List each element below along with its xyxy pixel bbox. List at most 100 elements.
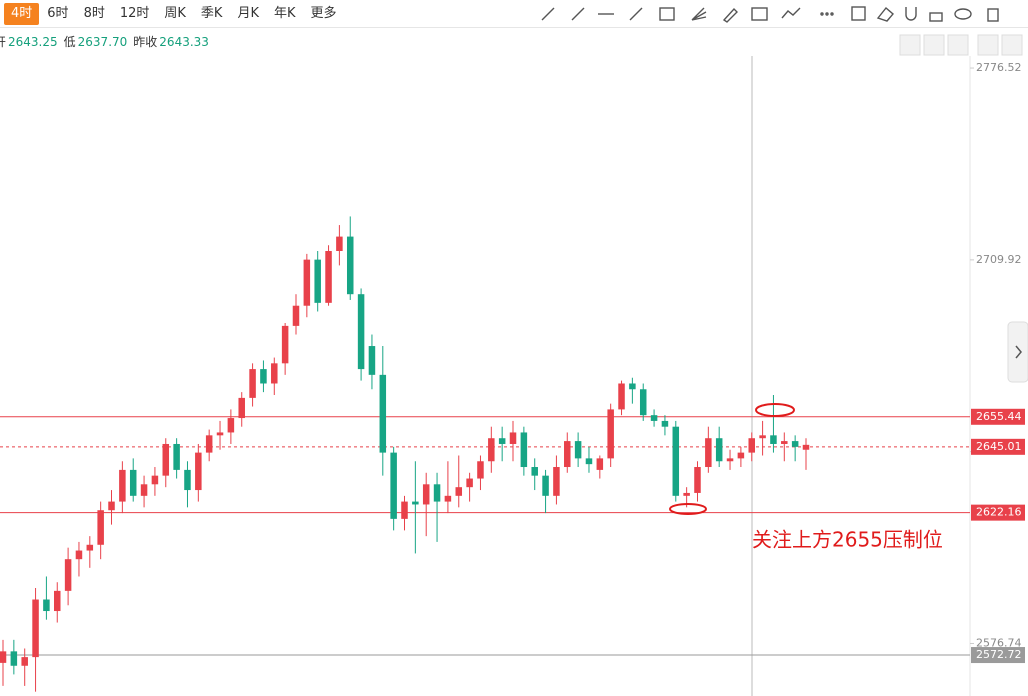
chart: 关注上方2655压制位 2776.522709.922643.332576.74… [0,56,1028,696]
candle-body [368,346,376,375]
y-tick-label: 2576.74 [976,636,1022,649]
period-tab[interactable]: 12时 [119,5,150,21]
tool-icon[interactable] [987,8,999,22]
info-label: 昨收 [133,35,158,49]
candle-body [618,383,625,410]
price-label: 2572.72 [976,648,1022,661]
drawing-tools [541,6,999,23]
chevron-icon [1015,345,1022,359]
candle-body [195,452,202,491]
candle-body [466,478,473,488]
tool-icon[interactable] [691,7,707,21]
period-tab[interactable]: 4时 [4,2,40,25]
chart-tool[interactable] [977,34,999,56]
info-value: 2643.25 [8,35,58,49]
period-tab[interactable]: 6时 [47,5,69,21]
tool-icon[interactable] [751,7,768,21]
price-label: 2655.44 [976,410,1022,423]
candle-body [520,432,528,468]
tool-icon[interactable] [929,12,943,22]
candle-body [325,250,332,303]
candle-body [119,469,126,502]
info-label: 开 [0,35,7,49]
candle-body [292,305,300,326]
chart-tools [899,34,1023,56]
period-tab[interactable]: 周K [164,5,186,21]
candle-body [0,651,7,663]
tool-icon[interactable] [954,8,972,20]
tool-icon[interactable] [722,7,738,23]
price-label: 2622.16 [976,506,1022,519]
candle-body [336,236,343,251]
candle-body [357,294,365,370]
candle-body [281,325,289,364]
candle-body [455,487,463,496]
candle-body [32,599,39,658]
candle-body [346,236,354,295]
y-tick-label: 2709.92 [976,253,1022,266]
candle-body [694,467,701,493]
candle-body [249,369,256,398]
tool-icon[interactable] [905,7,917,21]
candle-body [477,461,484,479]
tool-icon[interactable] [820,12,824,16]
candle-body [162,443,170,476]
tool-icon[interactable] [851,6,866,21]
tool-icon[interactable] [541,7,555,21]
candle-body [422,484,430,505]
candle-body [173,443,180,470]
candle-body [781,441,788,444]
more-menu[interactable]: 更多 [310,5,337,21]
candle-body [216,432,224,436]
candle-body [238,397,245,419]
candle-body [390,452,397,519]
period-tab[interactable]: 8时 [83,5,105,21]
candle-body [21,657,28,666]
candle-body [715,438,723,462]
chart-tool[interactable] [1001,34,1023,56]
price-label-box [971,438,1025,455]
tool-icon[interactable] [830,12,834,16]
candle-body [97,510,104,545]
candle-body [184,469,191,491]
tool-icon[interactable] [781,7,801,19]
tool-icon[interactable] [629,7,643,21]
candle-body [683,492,690,496]
info-label: 低 [63,35,76,49]
chart-tool[interactable] [899,34,921,56]
candle-body [227,418,235,433]
price-label-box [971,647,1025,664]
chart-tool[interactable] [947,34,969,56]
candle-body [650,415,658,421]
tool-icon[interactable] [825,12,829,16]
tool-icon[interactable] [876,6,894,22]
candle-body [509,432,517,444]
candle-body [607,409,614,459]
candle-body [791,441,799,447]
toolbar: 4时 6时 8时 12时 周K 季K 月K 年K 更多 [0,0,1028,28]
chart-tool[interactable] [923,34,945,56]
side-panel-toggle[interactable] [1007,321,1028,383]
candle-body [498,438,506,444]
candle-body [43,599,50,612]
tool-icon[interactable] [571,7,585,21]
candle-body [108,501,115,511]
candle-body [64,559,72,591]
candle-body [705,438,712,468]
candle-body [86,544,94,551]
candle-body [553,467,560,496]
highlight-ellipse [669,503,707,515]
period-tab[interactable]: 月K [237,5,259,21]
candle-body [444,495,452,502]
period-tab[interactable]: 年K [273,5,296,21]
candle-body [629,383,636,390]
tool-icon[interactable] [659,7,675,21]
candle-body [737,452,745,459]
candle-body [542,475,549,496]
candle-body [759,435,766,439]
candle-body [661,420,669,427]
period-tab[interactable]: 季K [200,5,223,21]
candle-body [379,374,387,453]
candle-body [401,501,408,519]
candle-body [140,484,148,496]
